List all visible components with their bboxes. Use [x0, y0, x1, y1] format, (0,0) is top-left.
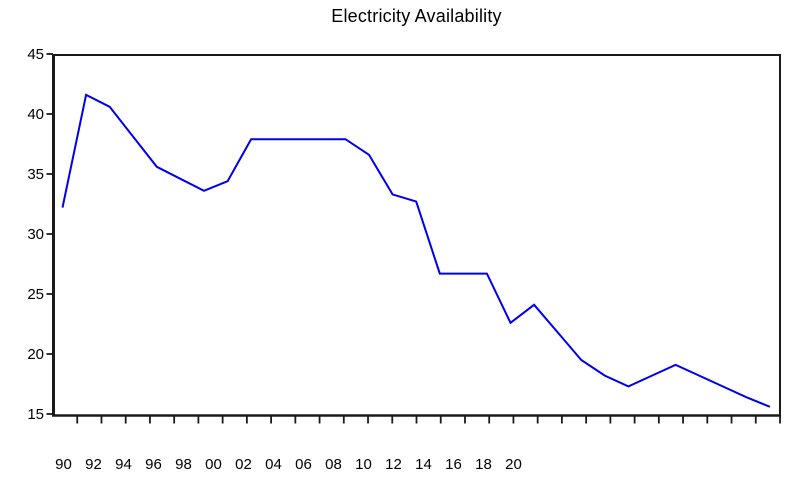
y-axis-tick-label: 30 [27, 226, 44, 243]
y-axis-tick-label: 20 [27, 346, 44, 363]
plot-border [52, 54, 781, 417]
x-axis-tick-label: 08 [325, 456, 342, 473]
x-axis-tick-label: 96 [145, 456, 162, 473]
x-axis-tick-label: 04 [265, 456, 282, 473]
y-axis-tick-label: 45 [27, 46, 44, 63]
x-axis-tick-label: 06 [295, 456, 312, 473]
x-axis-tick-label: 14 [415, 456, 432, 473]
x-axis-tick-label: 12 [385, 456, 402, 473]
x-axis-tick-label: 94 [115, 456, 132, 473]
chart-title: Electricity Availability [331, 6, 502, 26]
y-axis-tick-label: 40 [27, 106, 44, 123]
y-axis-tick-label: 25 [27, 286, 44, 303]
x-axis-tick-label: 18 [475, 456, 492, 473]
x-axis-tick-label: 98 [175, 456, 192, 473]
y-axis-tick-label: 35 [27, 166, 44, 183]
x-axis-tick-label: 90 [55, 456, 72, 473]
x-axis-tick-label: 10 [355, 456, 372, 473]
y-axis-tick-label: 15 [27, 406, 44, 423]
x-axis-tick-label: 92 [85, 456, 102, 473]
x-axis-tick-label: 20 [505, 456, 522, 473]
x-axis-tick-label: 00 [205, 456, 222, 473]
x-axis-tick-label: 16 [445, 456, 462, 473]
data-series-line [61, 93, 771, 408]
x-axis-tick-label: 02 [235, 456, 252, 473]
